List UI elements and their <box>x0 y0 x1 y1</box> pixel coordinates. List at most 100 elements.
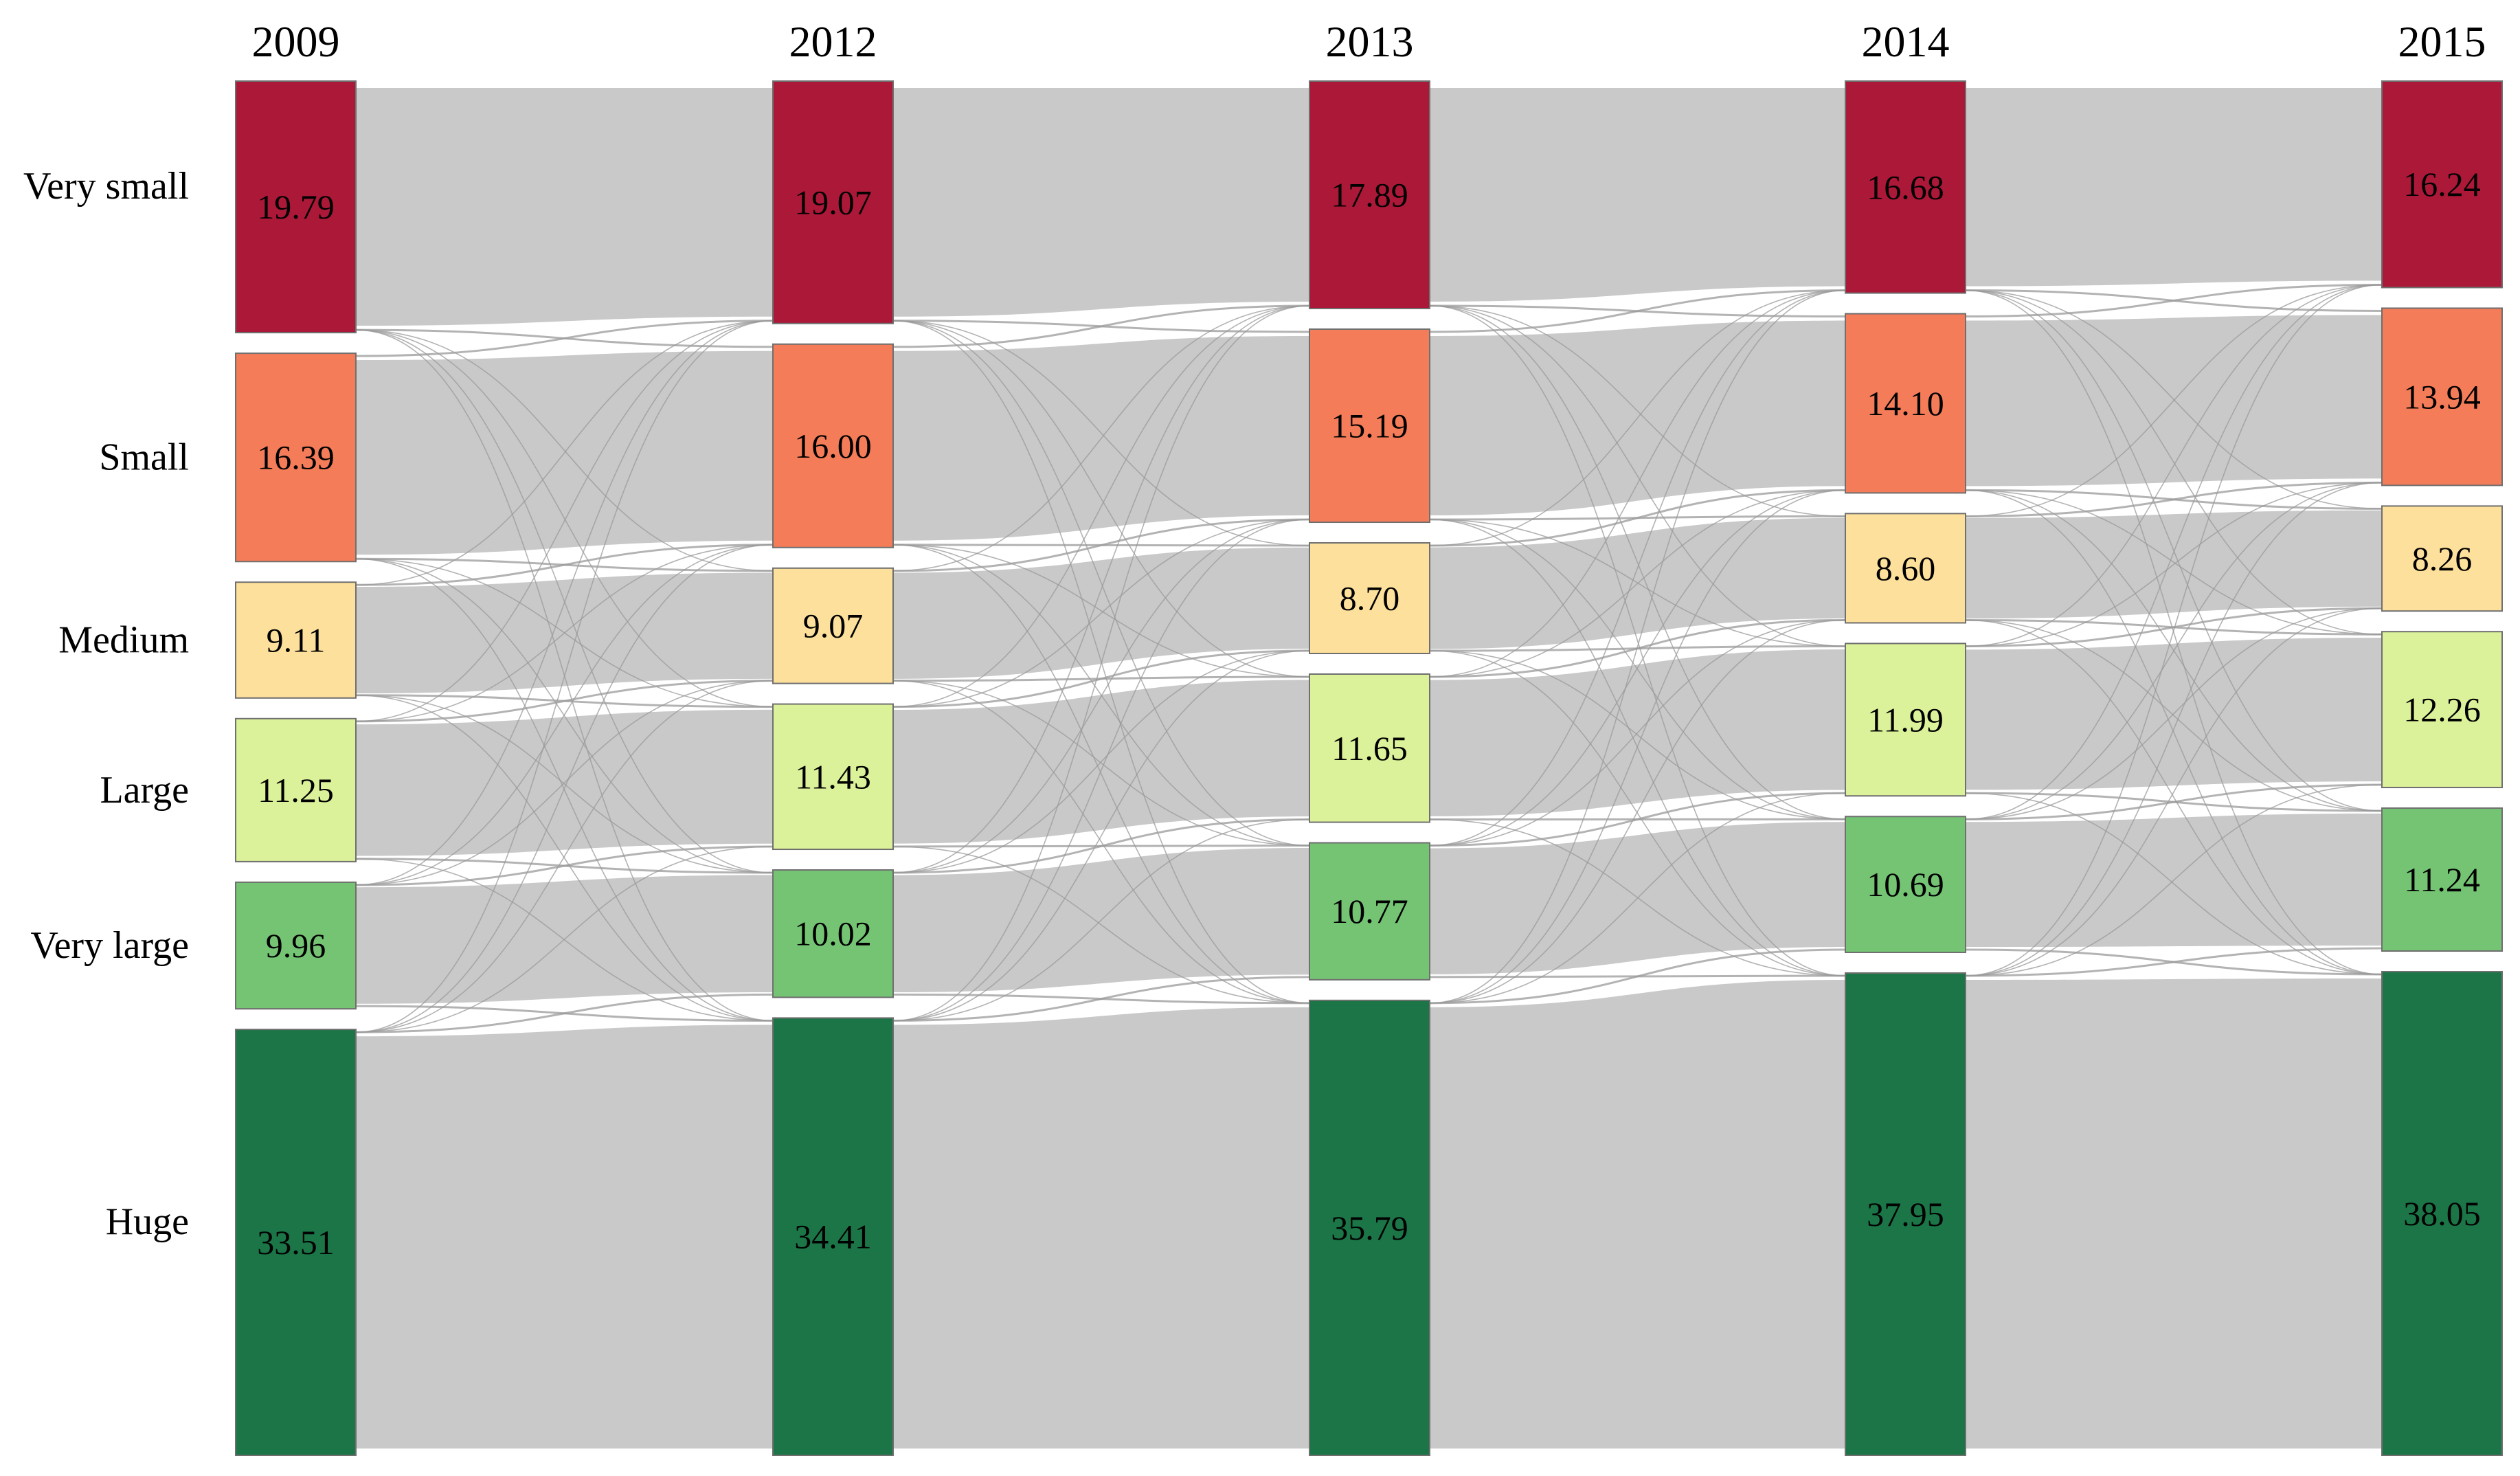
transition-medium-to-very-small-2014-2015 <box>1965 284 2383 517</box>
transition-very-small-to-medium-2009-2012 <box>355 329 774 572</box>
transition-medium-to-very-large-2014-2015 <box>1965 619 2383 812</box>
transition-very-small-to-huge-2013-2014 <box>1429 305 1846 976</box>
transition-huge-to-small-2009-2012 <box>355 544 774 1033</box>
year-label-2013: 2013 <box>1326 17 1414 66</box>
transition-huge-to-large-2013-2014 <box>1429 792 1846 1004</box>
transition-huge-to-very-large-2009-2012 <box>355 993 774 1033</box>
transition-large-to-small-2009-2012 <box>355 544 774 722</box>
transition-huge-to-very-small-2009-2012 <box>355 320 774 1033</box>
bar-2009-large <box>235 717 357 862</box>
transition-large-to-very-small-2009-2012 <box>355 320 774 722</box>
transition-small-to-very-small-2012-2013 <box>892 304 1310 348</box>
value-label-2015-small: 13.94 <box>2403 377 2481 416</box>
bar-2015-small <box>2381 307 2503 487</box>
bar-2013-small <box>1309 328 1430 524</box>
bar-2009-huge <box>235 1029 357 1456</box>
value-label-2015-large: 12.26 <box>2403 691 2481 729</box>
transition-medium-to-very-small-2009-2012 <box>355 320 774 586</box>
transition-medium-to-small-2012-2013 <box>892 518 1310 572</box>
bar-2014-huge <box>1845 972 1966 1457</box>
bar-2012-medium <box>772 567 894 684</box>
transition-large-to-huge-2014-2015 <box>1965 792 2383 975</box>
transition-very-large-to-very-small-2014-2015 <box>1965 284 2383 820</box>
bar-2013-huge <box>1309 999 1430 1456</box>
bar-2013-large <box>1309 673 1430 823</box>
transition-very-large-to-medium-2012-2013 <box>892 650 1310 873</box>
year-label-2012: 2012 <box>789 17 877 66</box>
flow-huge-2014-2015 <box>1966 979 2382 1449</box>
flow-huge-2009-2012 <box>356 1025 773 1449</box>
transition-medium-to-small-2009-2012 <box>355 544 774 586</box>
transition-small-to-very-small-2014-2015 <box>1965 283 2383 318</box>
flow-huge-2012-2013 <box>893 1007 1309 1449</box>
category-label-large: Large <box>100 769 189 812</box>
value-label-2013-huge: 35.79 <box>1331 1209 1408 1247</box>
transition-medium-to-very-small-2013-2014 <box>1429 289 1846 546</box>
transition-huge-to-very-small-2013-2014 <box>1429 289 1846 1004</box>
value-label-2015-huge: 38.05 <box>2403 1194 2481 1233</box>
bar-2014-small <box>1845 313 1966 494</box>
value-label-2012-very-large: 10.02 <box>794 915 872 953</box>
transition-very-small-to-large-2013-2014 <box>1429 305 1846 647</box>
transition-very-small-to-large-2012-2013 <box>892 320 1310 678</box>
value-label-2014-very-small: 16.68 <box>1867 168 1944 206</box>
transition-huge-to-very-large-2013-2014 <box>1429 948 1846 1005</box>
transition-huge-to-medium-2014-2015 <box>1965 607 2383 976</box>
transition-medium-to-huge-2014-2015 <box>1965 619 2383 975</box>
transition-very-small-to-medium-2012-2013 <box>892 320 1310 546</box>
transition-large-to-very-small-2013-2014 <box>1429 289 1846 678</box>
category-label-small: Small <box>99 436 189 479</box>
transition-large-to-small-2012-2013 <box>892 519 1310 708</box>
bar-2012-small <box>772 343 894 548</box>
transition-huge-to-very-large-2012-2013 <box>892 976 1310 1022</box>
transition-medium-to-small-2013-2014 <box>1429 489 1846 547</box>
value-label-2014-huge: 37.95 <box>1867 1195 1944 1233</box>
value-label-2014-medium: 8.60 <box>1876 549 1936 588</box>
transition-medium-to-huge-2012-2013 <box>892 680 1310 1004</box>
transition-medium-to-huge-2013-2014 <box>1429 650 1846 976</box>
transition-very-small-to-large-2009-2012 <box>355 329 774 708</box>
transition-small-to-huge-2014-2015 <box>1965 489 2383 975</box>
transition-large-to-medium-2012-2013 <box>892 649 1310 708</box>
transition-small-to-very-small-2013-2014 <box>1429 289 1846 333</box>
bar-2014-medium <box>1845 513 1966 624</box>
transition-very-small-to-very-large-2012-2013 <box>892 320 1310 847</box>
bar-2015-medium <box>2381 505 2503 612</box>
transition-huge-to-very-small-2014-2015 <box>1965 284 2383 976</box>
value-label-2013-medium: 8.70 <box>1340 579 1400 618</box>
value-label-2012-small: 16.00 <box>794 427 872 465</box>
value-label-2009-very-small: 19.79 <box>257 188 335 226</box>
bar-2009-very-small <box>235 80 357 334</box>
bar-2012-large <box>772 703 894 851</box>
value-label-2009-large: 11.25 <box>258 771 334 809</box>
transition-very-large-to-medium-2013-2014 <box>1429 619 1846 847</box>
transition-large-to-medium-2014-2015 <box>1965 607 2383 647</box>
bar-2015-very-large <box>2381 807 2503 952</box>
flow-very-small-2014-2015 <box>1966 88 2382 287</box>
bars-layer: 19.79 16.39 9.11 11.25 9.96 33.51 19.07 16.00 9.… <box>235 80 2503 1457</box>
value-label-2014-large: 11.99 <box>1867 700 1944 739</box>
transition-large-to-huge-2012-2013 <box>892 846 1310 1004</box>
transition-small-to-very-small-2009-2012 <box>355 320 774 357</box>
transition-huge-to-medium-2013-2014 <box>1429 619 1846 1004</box>
category-label-huge: Huge <box>106 1200 189 1243</box>
transition-large-to-very-small-2012-2013 <box>892 305 1310 708</box>
value-label-2012-very-small: 19.07 <box>794 183 872 221</box>
bar-2015-very-small <box>2381 80 2503 289</box>
transition-large-to-medium-2009-2012 <box>355 680 774 723</box>
year-label-2015: 2015 <box>2398 17 2486 66</box>
transition-very-small-to-very-large-2013-2014 <box>1429 305 1846 820</box>
transition-huge-to-medium-2009-2012 <box>355 680 774 1033</box>
bar-2013-medium <box>1309 542 1430 655</box>
transition-small-to-large-2012-2013 <box>892 544 1310 678</box>
transition-very-large-to-medium-2009-2012 <box>355 680 774 886</box>
transition-very-small-to-huge-2014-2015 <box>1965 289 2383 975</box>
bar-2014-large <box>1845 642 1966 797</box>
bar-2012-huge <box>772 1017 894 1457</box>
bar-2013-very-large <box>1309 842 1430 981</box>
transition-very-large-to-medium-2014-2015 <box>1965 607 2383 820</box>
category-label-very-small: Very small <box>23 165 189 208</box>
value-label-2013-small: 15.19 <box>1331 407 1408 445</box>
transition-very-large-to-large-2009-2012 <box>355 845 774 886</box>
bar-2015-huge <box>2381 971 2503 1457</box>
